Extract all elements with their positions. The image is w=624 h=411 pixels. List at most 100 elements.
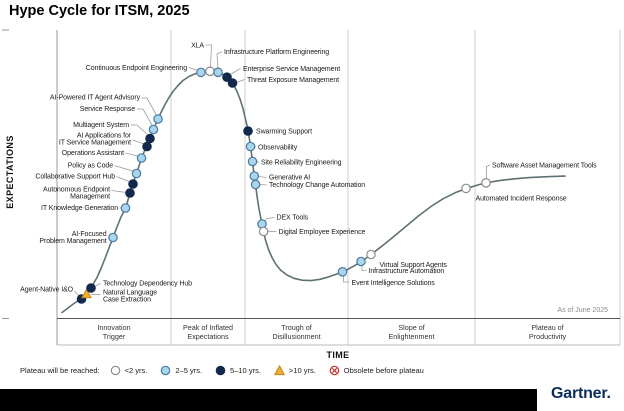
plateau-dot-marker bbox=[136, 153, 147, 163]
point-markers-layer bbox=[76, 66, 491, 304]
plateau-dot-marker bbox=[108, 232, 118, 243]
plateau-dot-marker bbox=[213, 67, 223, 78]
plateau-dot-marker bbox=[196, 67, 206, 78]
phase-label: Disillusionment bbox=[272, 332, 320, 341]
plateau-dot-marker bbox=[227, 78, 238, 88]
plateau-dot-marker bbox=[245, 141, 256, 152]
point-label: Operations Assistant bbox=[62, 150, 124, 157]
point-label: Infrastructure Platform Engineering bbox=[224, 49, 329, 56]
plateau-dot-marker bbox=[120, 203, 131, 213]
point-label: Service Response bbox=[80, 106, 135, 113]
legend-item-label: 2–5 yrs. bbox=[175, 366, 203, 375]
point-label: Multiagent System bbox=[73, 122, 129, 129]
legend-item: Obsolete before plateau bbox=[329, 365, 424, 376]
leader-line bbox=[230, 68, 241, 75]
hype-curve bbox=[61, 70, 566, 314]
point-label: AI Applications for bbox=[77, 133, 132, 140]
legend-light-icon bbox=[161, 365, 171, 376]
legend-item-label: >10 yrs. bbox=[288, 366, 316, 375]
plateau-dot-marker bbox=[366, 249, 376, 260]
legend-triangle-icon bbox=[273, 365, 285, 376]
leader-line bbox=[188, 67, 198, 71]
leader-line bbox=[343, 276, 350, 283]
plateau-triangle-marker bbox=[81, 288, 92, 299]
point-label: Policy as Code bbox=[68, 163, 113, 170]
point-label: Collaborative Support Hub bbox=[35, 174, 115, 181]
point-label: Enterprise Service Management bbox=[243, 66, 340, 73]
plateau-dot-marker bbox=[258, 226, 269, 237]
point-label: Digital Employee Experience bbox=[279, 229, 366, 236]
legend-title: Plateau will be reached: bbox=[20, 366, 100, 375]
point-label: Technology Change Automation bbox=[269, 182, 365, 189]
legend-item: 2–5 yrs. bbox=[160, 365, 202, 376]
leader-line bbox=[137, 108, 153, 127]
plateau-dot-marker bbox=[142, 141, 152, 152]
point-label: AI-Powered IT Agent Advisory bbox=[50, 95, 141, 102]
point-label: Event Intelligence Solutions bbox=[352, 280, 436, 287]
point-label: Case Extraction bbox=[103, 296, 151, 303]
footer-divider-bar bbox=[0, 389, 537, 411]
phase-label: Expectations bbox=[187, 332, 229, 341]
x-axis-label: TIME bbox=[326, 350, 349, 360]
point-label: Natural Language bbox=[103, 290, 157, 297]
plateau-dot-marker bbox=[247, 156, 258, 167]
point-label: Observability bbox=[258, 145, 298, 152]
legend-cross-icon bbox=[329, 365, 340, 376]
point-label: Infrastructure Automation bbox=[369, 268, 445, 275]
point-label: DEX Tools bbox=[277, 215, 309, 222]
plateau-dot-marker bbox=[243, 126, 253, 136]
plateau-dot-marker bbox=[131, 168, 142, 179]
plateau-dot-marker bbox=[250, 179, 261, 190]
leader-line bbox=[361, 265, 367, 271]
as-of-date: As of June 2025 bbox=[557, 307, 608, 314]
point-label: Agent-Native I&O bbox=[20, 287, 74, 294]
point-label: Swarming Support bbox=[256, 129, 312, 136]
plateau-dot-marker bbox=[125, 188, 135, 198]
point-label: IT Service Management bbox=[59, 139, 131, 146]
plateau-dot-marker bbox=[222, 72, 232, 82]
phase-label: Innovation bbox=[97, 323, 130, 332]
legend-item-label: Obsolete before plateau bbox=[343, 366, 424, 375]
leader-line bbox=[94, 283, 101, 287]
point-label: Virtual Support Agents bbox=[380, 262, 448, 269]
phase-label: Trough of bbox=[281, 323, 312, 332]
legend-item: >10 yrs. bbox=[273, 365, 316, 376]
legend-dark-icon bbox=[215, 365, 226, 376]
plateau-dot-marker bbox=[86, 283, 96, 293]
leader-line bbox=[259, 184, 267, 186]
point-label: Problem Management bbox=[39, 238, 106, 245]
legend-item-label: <2 yrs. bbox=[124, 366, 148, 375]
plateau-dot-marker bbox=[461, 183, 471, 194]
plateau-dot-marker bbox=[153, 114, 163, 124]
leader-line bbox=[111, 190, 127, 193]
phase-label: Peak of Inflated bbox=[183, 323, 233, 332]
chart-title: Hype Cycle for ITSM, 2025 bbox=[9, 3, 190, 19]
leader-line bbox=[114, 165, 135, 172]
leader-line bbox=[236, 79, 245, 83]
point-label: Site Reliability Engineering bbox=[261, 160, 342, 167]
phase-label: Slope of bbox=[398, 323, 424, 332]
leader-line bbox=[116, 176, 131, 183]
plateau-dot-marker bbox=[205, 66, 215, 77]
grid-lines bbox=[170, 30, 476, 345]
leader-line bbox=[216, 51, 223, 69]
plateau-legend: Plateau will be reached: <2 yrs. 2–5 yrs.… bbox=[20, 365, 437, 376]
plateau-dot-marker bbox=[148, 124, 159, 135]
point-label: Software Asset Management Tools bbox=[492, 163, 597, 170]
point-label: Automated Incident Response bbox=[476, 196, 567, 203]
plateau-dot-marker bbox=[128, 179, 138, 189]
plateau-dot-marker bbox=[249, 171, 260, 181]
point-label: Continuous Endpoint Engineering bbox=[86, 65, 187, 72]
hype-curve-layer bbox=[61, 70, 566, 314]
point-label: AI-Focused bbox=[72, 231, 107, 238]
phase-label: Productivity bbox=[529, 332, 567, 341]
leader-line bbox=[141, 97, 158, 117]
legend-item-label: 5–10 yrs. bbox=[230, 366, 261, 375]
point-label: XLA bbox=[191, 43, 204, 50]
phase-label: Plateau of bbox=[531, 323, 563, 332]
point-label: IT Knowledge Generation bbox=[41, 205, 118, 212]
leader-line bbox=[132, 139, 145, 145]
plateau-dot-marker bbox=[337, 266, 348, 277]
